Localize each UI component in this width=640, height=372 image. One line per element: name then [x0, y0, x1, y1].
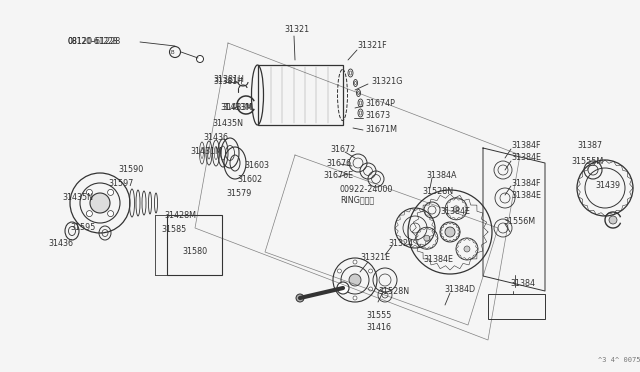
Text: 31324: 31324: [388, 238, 413, 247]
Text: 31602: 31602: [237, 174, 262, 183]
Text: 31595: 31595: [70, 224, 95, 232]
Text: 31321: 31321: [284, 26, 309, 35]
Circle shape: [196, 55, 204, 62]
Text: 31431M: 31431M: [190, 147, 222, 155]
Text: 31381H: 31381H: [213, 77, 243, 87]
Text: 31384D: 31384D: [444, 285, 475, 295]
Text: 31387: 31387: [577, 141, 602, 151]
Circle shape: [337, 282, 349, 294]
Text: 31676: 31676: [326, 158, 351, 167]
Text: 31436: 31436: [203, 132, 228, 141]
Text: 31603: 31603: [244, 161, 269, 170]
Circle shape: [108, 211, 114, 217]
Text: 31439: 31439: [595, 180, 620, 189]
Circle shape: [353, 296, 357, 300]
Text: 31579: 31579: [226, 189, 252, 198]
Bar: [167, 215, 222, 275]
Text: 31384F: 31384F: [511, 179, 541, 187]
Circle shape: [353, 260, 357, 264]
Text: 31384F: 31384F: [511, 141, 541, 151]
Circle shape: [464, 246, 470, 252]
Text: 31321E: 31321E: [360, 253, 390, 263]
Text: 31321G: 31321G: [371, 77, 403, 86]
Text: 31384: 31384: [510, 279, 535, 288]
Text: 31384E: 31384E: [511, 154, 541, 163]
Text: 31428M: 31428M: [164, 212, 196, 221]
Circle shape: [369, 269, 372, 273]
Text: 31556M: 31556M: [503, 218, 535, 227]
Text: 31381H: 31381H: [213, 76, 244, 84]
Circle shape: [108, 189, 114, 195]
Circle shape: [86, 211, 92, 217]
Text: 31597: 31597: [108, 179, 133, 187]
Text: 08120-61228: 08120-61228: [68, 38, 118, 46]
Circle shape: [424, 235, 430, 241]
Text: 31528N: 31528N: [422, 186, 453, 196]
Circle shape: [445, 227, 455, 237]
Text: 31590: 31590: [118, 166, 143, 174]
Circle shape: [86, 189, 92, 195]
Text: 31435N: 31435N: [212, 119, 243, 128]
Text: 31555M: 31555M: [571, 157, 604, 166]
Text: 31436: 31436: [48, 240, 73, 248]
Text: 31384E: 31384E: [423, 256, 453, 264]
Text: 31672: 31672: [330, 145, 355, 154]
Text: 00922-24000: 00922-24000: [340, 186, 394, 195]
Text: 31676E: 31676E: [323, 171, 353, 180]
Circle shape: [90, 193, 110, 213]
Bar: [488, 294, 545, 319]
Circle shape: [337, 269, 341, 273]
Text: 31384E: 31384E: [440, 208, 470, 217]
Circle shape: [337, 287, 341, 291]
Text: B: B: [171, 49, 174, 55]
Text: 31580: 31580: [182, 247, 207, 257]
Text: 08120-61228: 08120-61228: [68, 38, 121, 46]
Text: 31585: 31585: [161, 224, 186, 234]
Circle shape: [369, 287, 372, 291]
Text: 31321F: 31321F: [357, 42, 387, 51]
Text: 31416: 31416: [366, 324, 391, 333]
Circle shape: [296, 294, 304, 302]
Bar: [257, 65, 342, 125]
Circle shape: [609, 216, 617, 224]
Text: 31671M: 31671M: [365, 125, 397, 134]
Text: 31674P: 31674P: [365, 99, 395, 108]
Text: 31384A: 31384A: [426, 171, 456, 180]
Circle shape: [349, 274, 361, 286]
Text: RINGリング: RINGリング: [340, 196, 374, 205]
Text: 31555: 31555: [366, 311, 392, 321]
Text: 31433M: 31433M: [220, 103, 252, 112]
Text: ^3 4^ 0075: ^3 4^ 0075: [598, 357, 640, 363]
Text: 31435N: 31435N: [62, 193, 93, 202]
Circle shape: [453, 206, 460, 212]
Text: 31673: 31673: [365, 112, 390, 121]
Text: 31528N: 31528N: [378, 286, 409, 295]
Text: 31384E: 31384E: [511, 192, 541, 201]
Text: 31433M: 31433M: [222, 103, 253, 112]
